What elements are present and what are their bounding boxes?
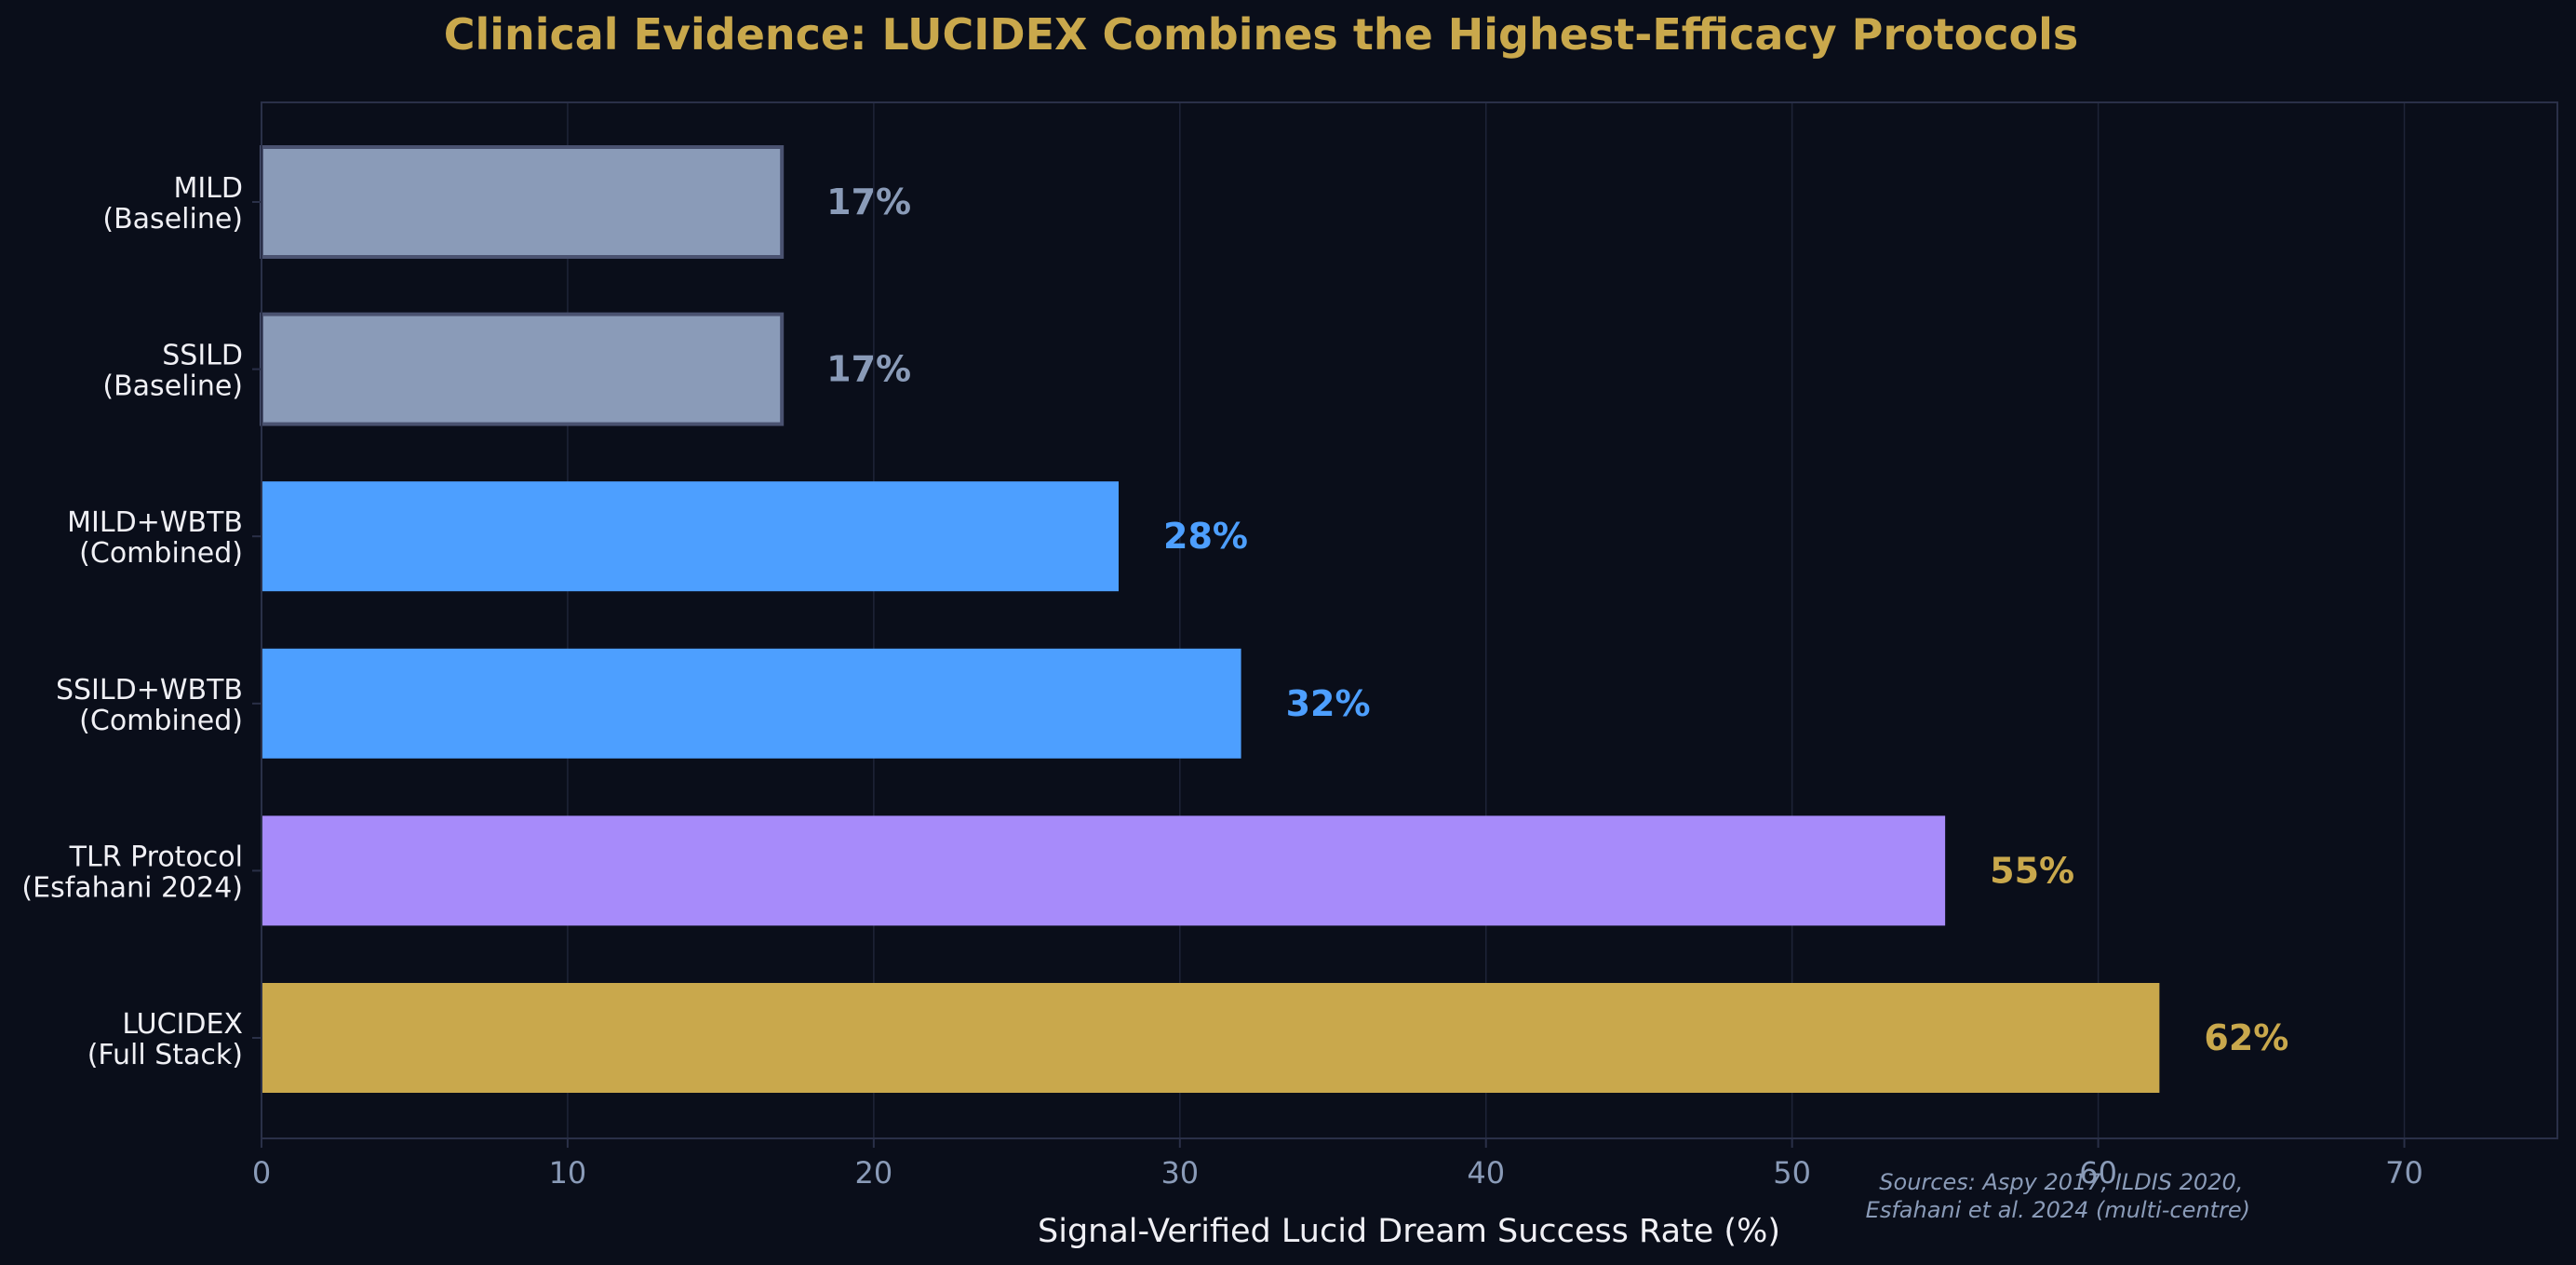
x-tick-label-50: 50: [1773, 1155, 1811, 1191]
value-label-5: 55%: [1990, 850, 2074, 891]
category-label-6: LUCIDEX (Full Stack): [87, 1008, 243, 1071]
axes-layer: 0 10 20 30 40 50 60 70: [252, 101, 2558, 1191]
category-label-5: TLR Protocol (Esfahani 2024): [21, 841, 243, 904]
x-tick-label-40: 40: [1467, 1155, 1505, 1191]
chart-title: Clinical Evidence: LUCIDEX Combines the …: [444, 9, 2079, 60]
category-label-2-line-1: SSILD: [162, 340, 243, 372]
value-label-6: 62%: [2204, 1017, 2288, 1058]
bar-4: [262, 648, 1241, 759]
bar-1: [260, 145, 785, 259]
category-label-1-line-1: MILD: [173, 172, 243, 205]
labels-layer: MILD (Baseline) 17%SSILD (Baseline) 17%MILD+…: [21, 172, 2288, 1071]
source-note: Sources: Aspy 2017, ILDIS 2020, Esfahani…: [1866, 1169, 2250, 1223]
bar-2: [260, 312, 785, 426]
category-label-2: SSILD (Baseline): [102, 340, 243, 403]
x-axis-label: Signal-Verified Lucid Dream Success Rate…: [1038, 1213, 1780, 1250]
category-label-3: MILD+WBTB (Combined): [67, 506, 243, 570]
category-label-4: SSILD+WBTB (Combined): [56, 674, 243, 737]
x-tick-label-70: 70: [2385, 1155, 2423, 1191]
category-label-6-line-2: (Full Stack): [87, 1039, 243, 1071]
category-label-5-line-2: (Esfahani 2024): [21, 871, 243, 904]
source-note-line-1: Sources: Aspy 2017, ILDIS 2020,: [1879, 1169, 2243, 1195]
bar-3: [262, 481, 1120, 592]
value-label-3: 28%: [1163, 516, 1248, 557]
category-label-4-line-2: (Combined): [79, 705, 243, 737]
x-tick-label-10: 10: [549, 1155, 587, 1191]
value-label-2: 17%: [826, 349, 911, 390]
category-label-5-line-1: TLR Protocol: [69, 841, 243, 873]
category-label-6-line-1: LUCIDEX: [122, 1008, 243, 1041]
category-label-3-line-1: MILD+WBTB: [67, 506, 243, 539]
x-tick-label-60: 60: [2079, 1155, 2117, 1191]
x-tick-label-30: 30: [1161, 1155, 1199, 1191]
category-label-3-line-2: (Combined): [79, 537, 243, 570]
x-tick-label-0: 0: [252, 1155, 271, 1191]
category-label-4-line-1: SSILD+WBTB: [56, 674, 243, 707]
bar-6: [262, 983, 2160, 1093]
category-label-2-line-2: (Baseline): [102, 370, 243, 403]
value-label-4: 32%: [1286, 683, 1371, 724]
x-tick-label-20: 20: [855, 1155, 893, 1191]
category-label-1: MILD (Baseline): [102, 172, 243, 236]
value-label-1: 17%: [826, 182, 911, 222]
category-label-1-line-2: (Baseline): [102, 203, 243, 236]
plot-frame: [261, 101, 2558, 1139]
bars-layer: [260, 145, 2160, 1093]
source-note-line-2: Esfahani et al. 2024 (multi-centre): [1866, 1197, 2250, 1223]
bar-5: [262, 815, 1946, 926]
